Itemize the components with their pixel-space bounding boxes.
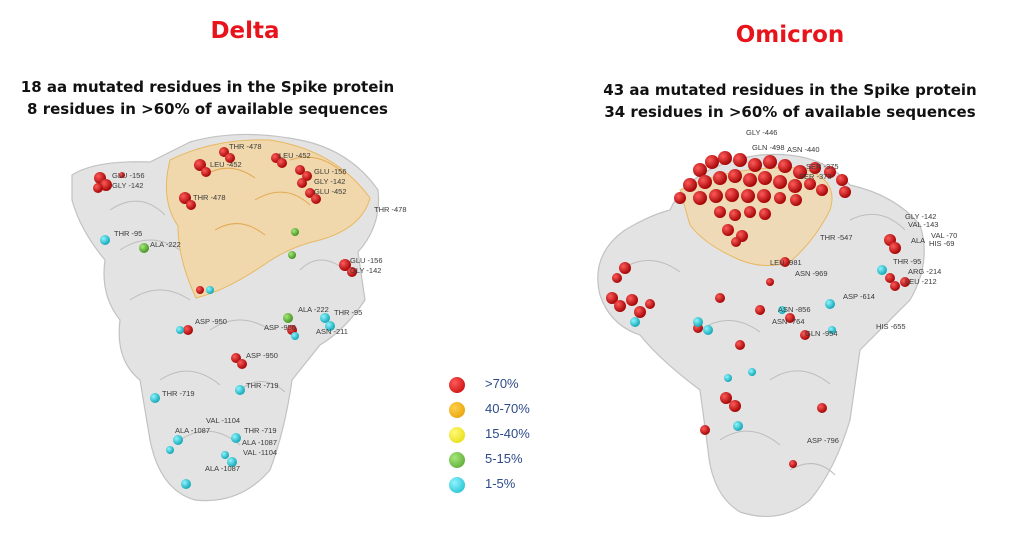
residue-label: GLY -142 (112, 181, 143, 190)
residue-label: SER -373 (799, 172, 832, 181)
residue-label: VAL -143 (908, 220, 938, 229)
legend-item-40-70: 40-70% (449, 399, 579, 419)
residue-label: HIS -69 (929, 239, 954, 248)
residue-label: ARG -214 (908, 267, 941, 276)
legend-label: 5-15% (485, 451, 523, 466)
legend-item-gt70: >70% (449, 374, 579, 394)
residue-label: THR -547 (820, 233, 853, 242)
residue-label: ALA -222 (298, 305, 329, 314)
residue-label: VAL -1104 (243, 448, 277, 457)
residue-label: ALA -1087 (242, 438, 277, 447)
residue-label: GLU -452 (314, 187, 347, 196)
legend-label: 1-5% (485, 476, 516, 491)
residue-label: GLU -156 (350, 256, 383, 265)
legend-swatch-red (449, 377, 465, 393)
legend-item-1-5: 1-5% (449, 474, 579, 494)
delta-residue-spheres (93, 147, 357, 489)
residue-label: THR -95 (334, 308, 362, 317)
delta-structure (71, 133, 380, 502)
residue-label: ALA (911, 236, 925, 245)
residue-label: LEU -212 (905, 277, 937, 286)
omicron-residue-spheres (606, 151, 910, 468)
residue-label: THR -478 (229, 142, 262, 151)
residue-label: ASP -950 (195, 317, 227, 326)
residue-label: GLU -156 (112, 171, 145, 180)
legend-item-15-40: 15-40% (449, 424, 579, 444)
residue-label: VAL -70 (931, 231, 957, 240)
residue-label: HIS -655 (876, 322, 906, 331)
residue-label: GLN -498 (752, 143, 785, 152)
residue-label: ALA -222 (150, 240, 181, 249)
residue-label: ASP -614 (843, 292, 875, 301)
residue-label: ASN -440 (787, 145, 820, 154)
delta-subtitle-line1: 18 aa mutated residues in the Spike prot… (20, 78, 395, 96)
residue-label: THR -719 (162, 389, 195, 398)
residue-label: THR -719 (244, 426, 277, 435)
residue-label: LEU -452 (279, 151, 311, 160)
residue-label: ASP -796 (807, 436, 839, 445)
residue-label: THR -95 (114, 229, 142, 238)
omicron-subtitle-line2: 34 residues in >60% of available sequenc… (604, 103, 976, 121)
residue-label: THR -478 (193, 193, 226, 202)
omicron-title: Omicron (735, 22, 845, 48)
legend-swatch-cyan (449, 477, 465, 493)
omicron-residue-labels: GLY -446 GLN -498 ASN -440 SER -375 SER … (746, 128, 957, 445)
delta-title: Delta (210, 18, 280, 44)
delta-residue-labels: THR -478 LEU -452 LEU -452 GLU -156 GLY … (112, 142, 407, 473)
legend-label: >70% (485, 376, 519, 391)
residue-label: THR -95 (893, 257, 921, 266)
residue-label: GLU -156 (314, 167, 347, 176)
legend-swatch-orange (449, 402, 465, 418)
residue-label: LEU -452 (210, 160, 242, 169)
residue-label: LEU -981 (770, 258, 802, 267)
legend-label: 40-70% (485, 401, 530, 416)
residue-label: ASN -969 (795, 269, 828, 278)
legend-swatch-green (449, 452, 465, 468)
omicron-subtitle-line1: 43 aa mutated residues in the Spike prot… (603, 81, 977, 99)
residue-label: ASP -950 (246, 351, 278, 360)
residue-label: ASN -856 (778, 305, 811, 314)
residue-label: ALA -1087 (205, 464, 240, 473)
residue-label: SER -375 (806, 162, 839, 171)
legend-item-5-15: 5-15% (449, 449, 579, 469)
residue-label: ASN -764 (772, 317, 805, 326)
residue-label: ASP -950 (264, 323, 296, 332)
residue-label: THR -719 (246, 381, 279, 390)
residue-label: GLY -142 (314, 177, 345, 186)
delta-subtitle-line2: 8 residues in >60% of available sequence… (27, 100, 388, 118)
residue-label: GLY -142 (905, 212, 936, 221)
legend-label: 15-40% (485, 426, 530, 441)
residue-label: ASN -211 (316, 327, 348, 336)
residue-label: THR -478 (374, 205, 407, 214)
residue-label: ALA -1087 (175, 426, 210, 435)
omicron-structure (597, 153, 925, 518)
legend-swatch-yellow (449, 427, 465, 443)
delta-rbd-region (165, 139, 371, 299)
residue-label: GLY -142 (350, 266, 381, 275)
residue-label: VAL -1104 (206, 416, 240, 425)
residue-label: GLN -954 (805, 329, 838, 338)
residue-label: GLY -446 (746, 128, 777, 137)
